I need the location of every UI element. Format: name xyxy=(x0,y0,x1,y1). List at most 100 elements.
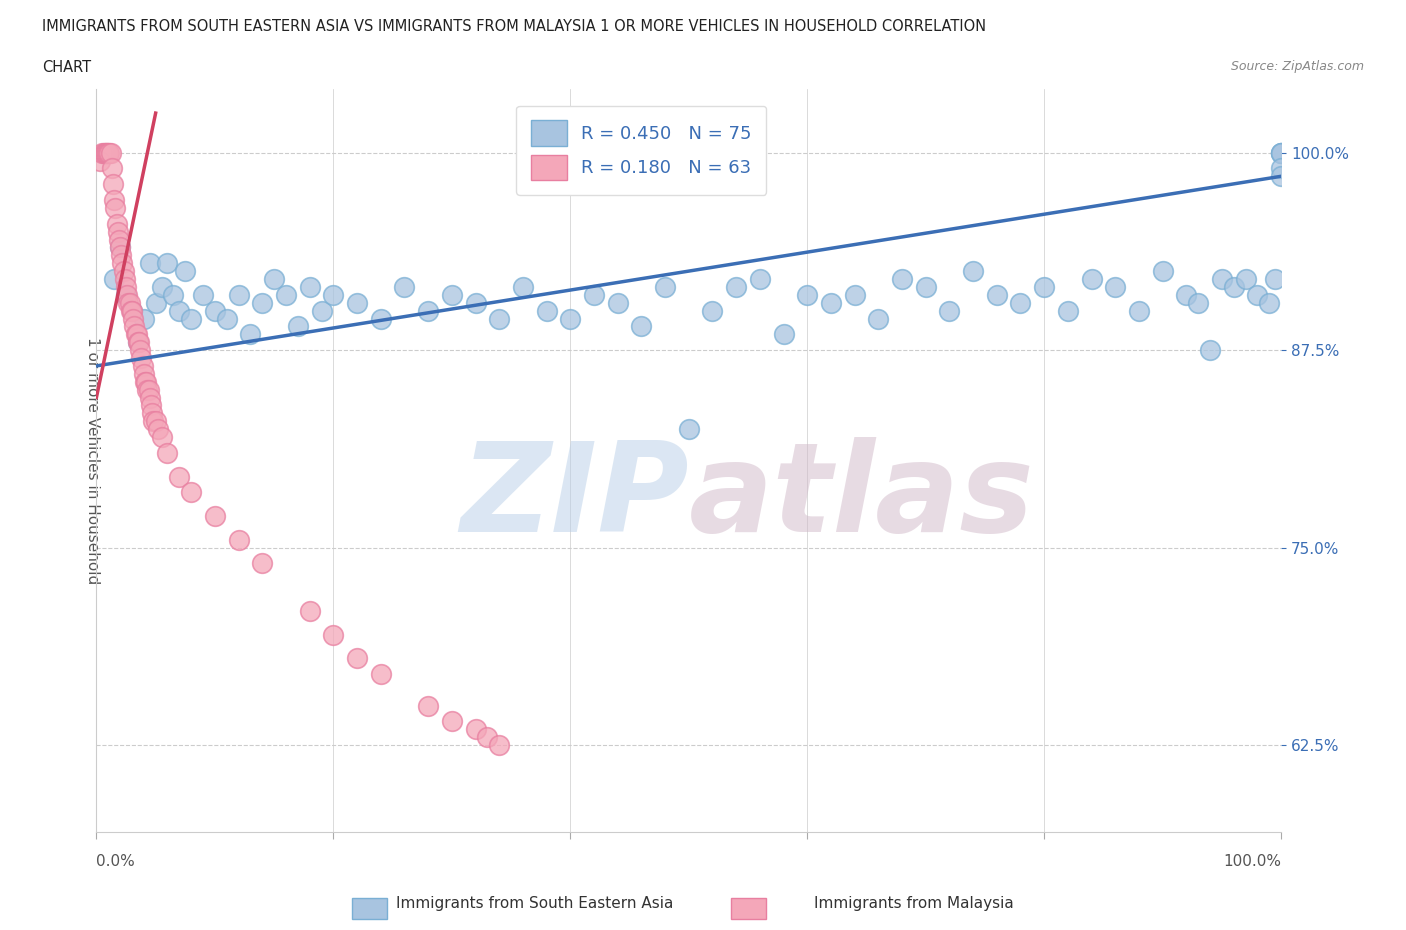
Point xyxy=(630,319,652,334)
Point xyxy=(938,303,960,318)
Point xyxy=(103,272,125,286)
Text: Immigrants from Malaysia: Immigrants from Malaysia xyxy=(814,897,1014,911)
Point xyxy=(125,326,148,341)
Text: 0.0%: 0.0% xyxy=(97,855,135,870)
Point xyxy=(127,335,149,350)
Point xyxy=(111,256,134,271)
Text: IMMIGRANTS FROM SOUTH EASTERN ASIA VS IMMIGRANTS FROM MALAYSIA 1 OR MORE VEHICLE: IMMIGRANTS FROM SOUTH EASTERN ASIA VS IM… xyxy=(42,19,986,33)
Point xyxy=(252,295,274,310)
Point xyxy=(488,737,510,752)
Point xyxy=(118,295,141,310)
Point xyxy=(145,295,167,310)
Point xyxy=(124,319,146,334)
Point xyxy=(702,303,724,318)
Point xyxy=(117,295,139,310)
Point xyxy=(1152,264,1174,279)
Point xyxy=(914,279,936,294)
Point xyxy=(132,311,155,325)
Point xyxy=(131,351,153,365)
Point xyxy=(1104,279,1126,294)
Point xyxy=(121,303,143,318)
Point xyxy=(464,295,486,310)
Point xyxy=(748,272,770,286)
Point xyxy=(105,217,128,232)
Point xyxy=(512,279,534,294)
Point xyxy=(121,303,143,318)
Point xyxy=(110,248,132,263)
Point xyxy=(346,651,368,666)
Point xyxy=(135,374,157,389)
Point xyxy=(1175,287,1198,302)
Point xyxy=(174,264,197,279)
Point xyxy=(322,627,344,642)
Point xyxy=(1128,303,1150,318)
Point xyxy=(464,722,486,737)
Point xyxy=(678,421,700,436)
Point xyxy=(1234,272,1257,286)
Point xyxy=(141,405,163,420)
Y-axis label: 1 or more Vehicles in Household: 1 or more Vehicles in Household xyxy=(86,337,100,584)
Text: atlas: atlas xyxy=(689,437,1035,558)
Point xyxy=(1246,287,1268,302)
Point xyxy=(1270,145,1292,160)
Point xyxy=(124,326,146,341)
Point xyxy=(101,161,124,176)
Point xyxy=(370,667,392,682)
Point xyxy=(96,145,118,160)
Point xyxy=(101,177,124,192)
Point xyxy=(252,556,274,571)
Point xyxy=(191,287,214,302)
Point xyxy=(204,303,226,318)
Point xyxy=(114,272,136,286)
Text: Source: ZipAtlas.com: Source: ZipAtlas.com xyxy=(1230,60,1364,73)
Point xyxy=(228,287,250,302)
Point xyxy=(136,382,159,397)
Point xyxy=(725,279,748,294)
Point xyxy=(112,264,135,279)
Text: 100.0%: 100.0% xyxy=(1223,855,1281,870)
Point xyxy=(115,287,138,302)
Point xyxy=(1187,295,1209,310)
Point xyxy=(394,279,416,294)
Point xyxy=(139,398,162,413)
Point xyxy=(150,430,173,445)
Point xyxy=(122,311,145,325)
Point xyxy=(488,311,510,325)
Point xyxy=(370,311,392,325)
Text: ZIP: ZIP xyxy=(460,437,689,558)
Point xyxy=(654,279,676,294)
Point xyxy=(156,445,179,460)
Point xyxy=(1270,145,1292,160)
Point xyxy=(169,303,191,318)
Point xyxy=(180,311,202,325)
Point xyxy=(138,382,160,397)
Point xyxy=(1258,295,1281,310)
Point xyxy=(1211,272,1233,286)
Point xyxy=(93,145,115,160)
Point xyxy=(131,358,153,373)
Point xyxy=(1222,279,1244,294)
Point xyxy=(145,414,167,429)
Point xyxy=(560,311,582,325)
Point xyxy=(120,303,142,318)
Text: Immigrants from South Eastern Asia: Immigrants from South Eastern Asia xyxy=(395,897,673,911)
Point xyxy=(606,295,628,310)
Point xyxy=(128,335,150,350)
Point xyxy=(94,145,117,160)
Point xyxy=(1080,272,1102,286)
Point xyxy=(1270,169,1292,184)
Point xyxy=(440,714,463,729)
Point xyxy=(322,287,344,302)
Point xyxy=(115,279,138,294)
Point xyxy=(129,342,152,357)
Point xyxy=(1270,145,1292,160)
Point xyxy=(1056,303,1078,318)
Point xyxy=(108,240,131,255)
Point xyxy=(156,256,179,271)
Point xyxy=(477,730,499,745)
Point xyxy=(162,287,184,302)
Point xyxy=(108,232,131,247)
Point xyxy=(1264,272,1286,286)
Point xyxy=(169,469,191,484)
Point xyxy=(1033,279,1056,294)
